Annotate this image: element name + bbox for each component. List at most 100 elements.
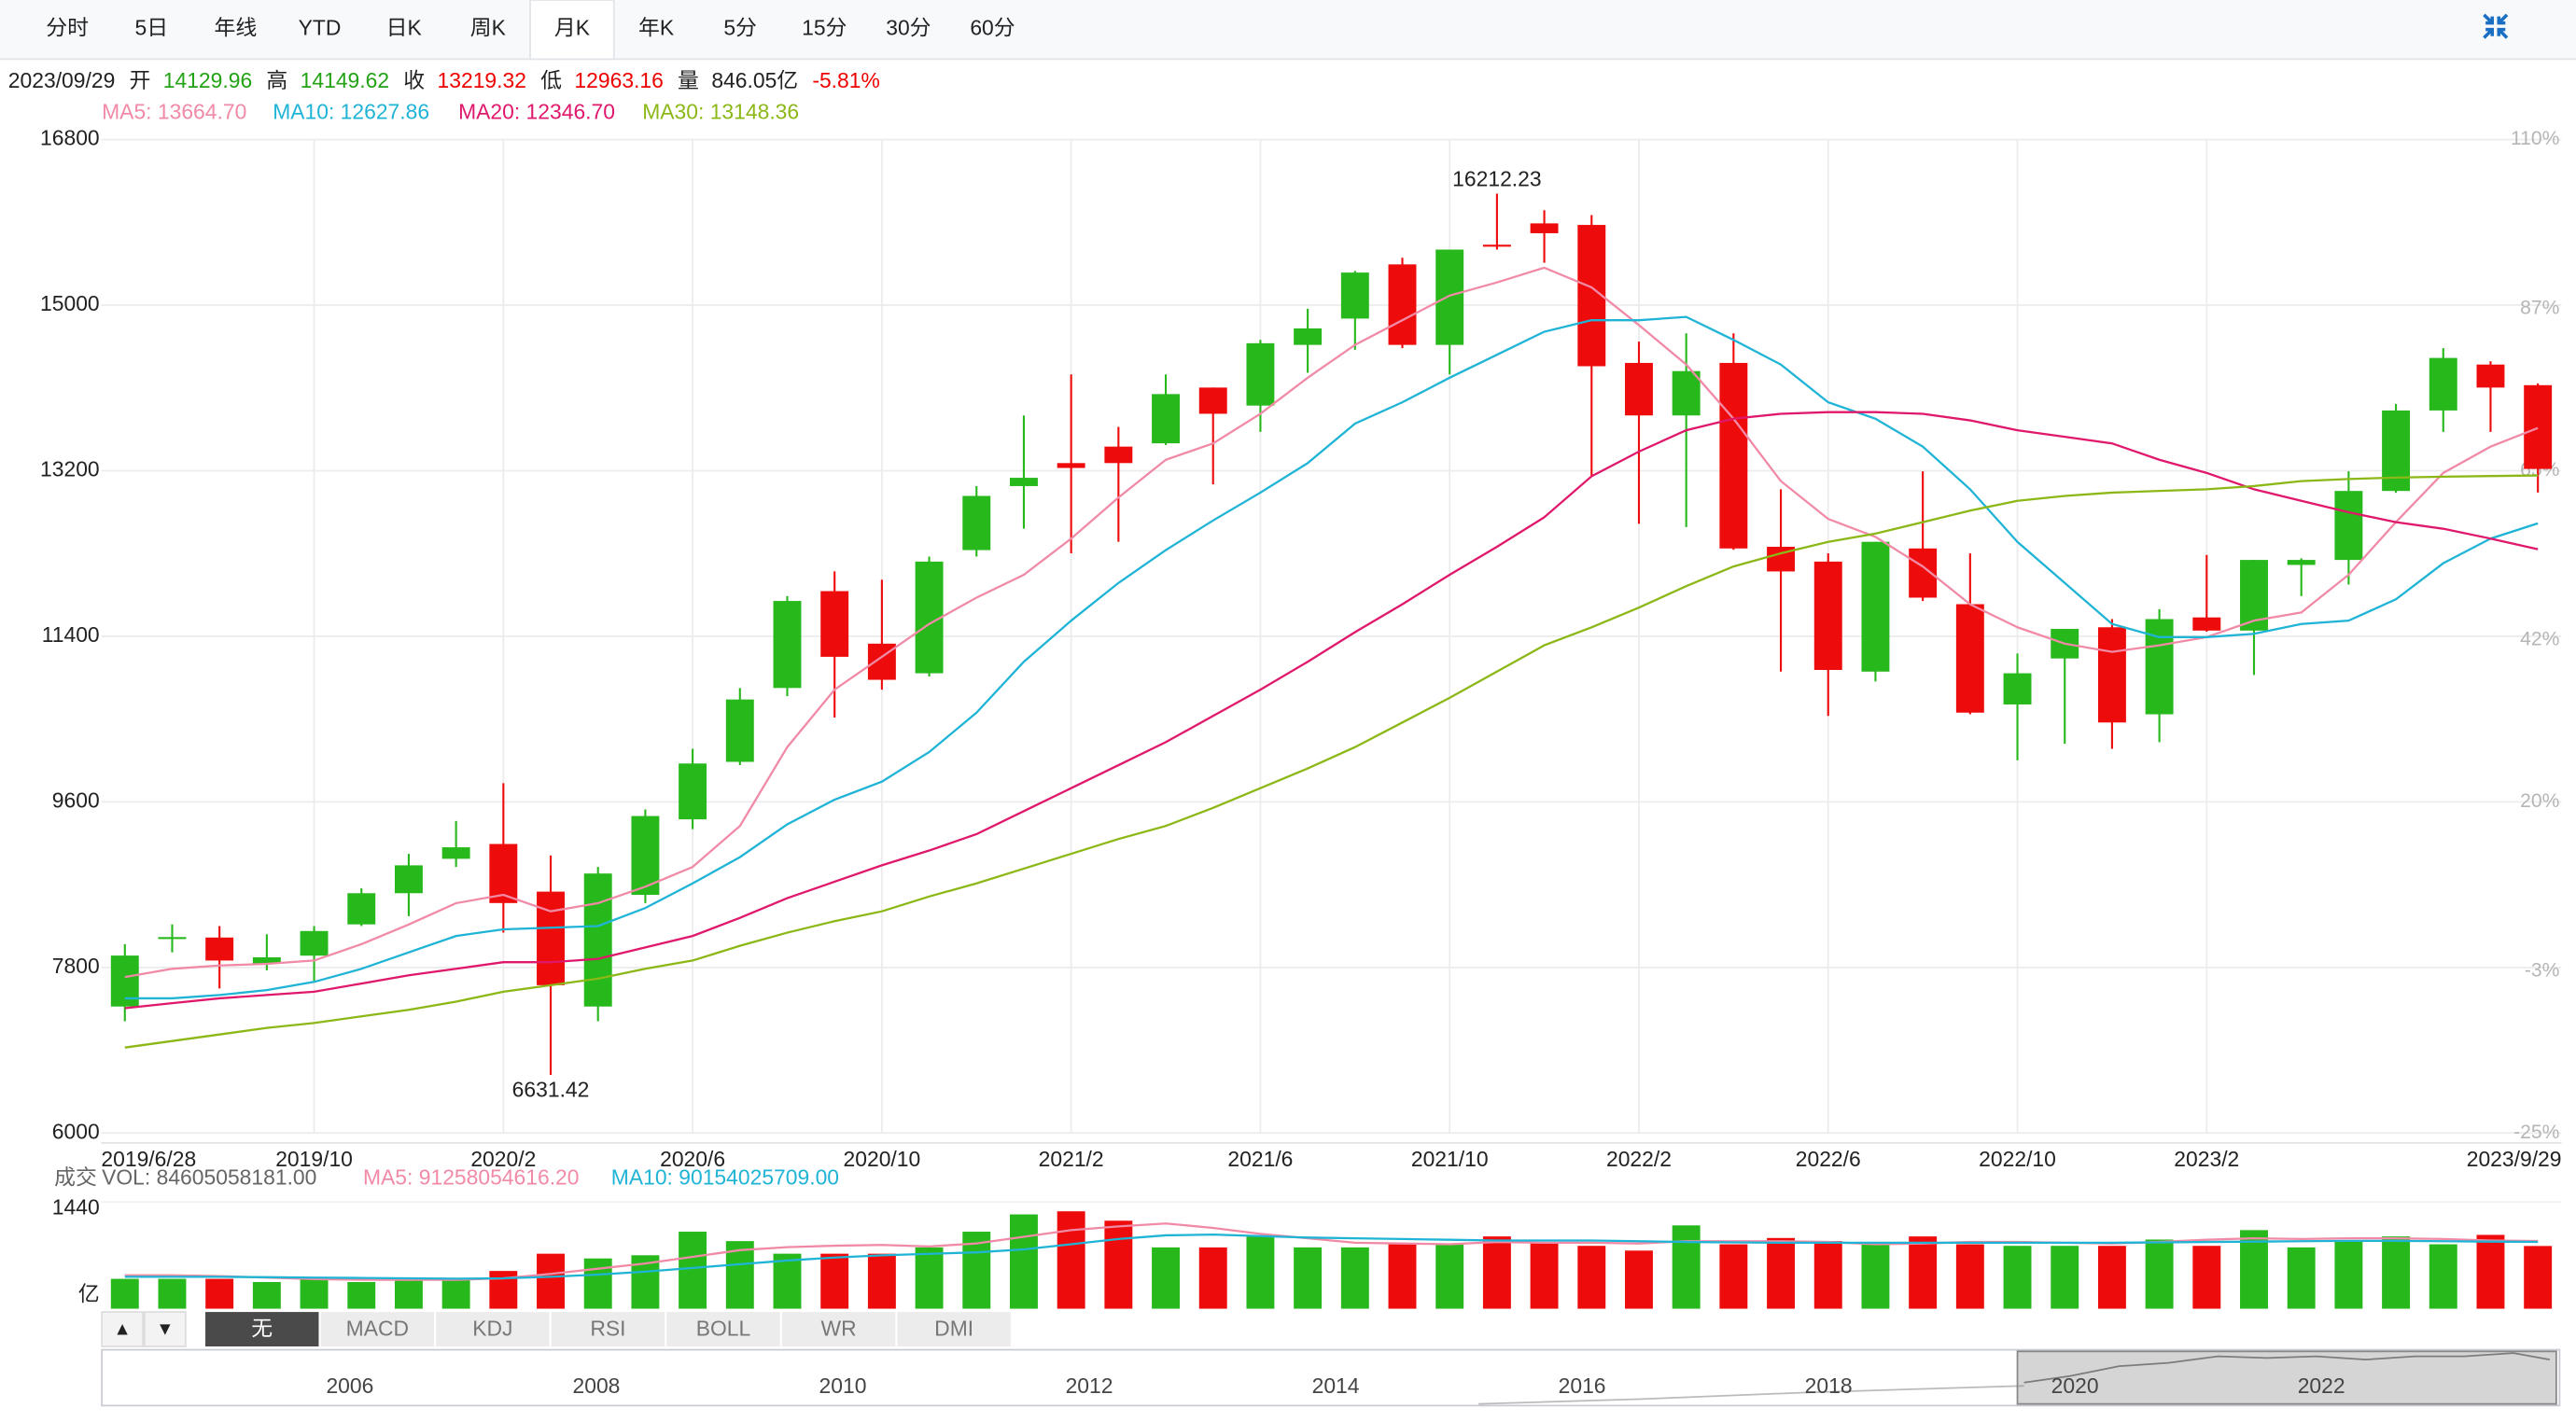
indicator-tab-bg[interactable] [436,1312,550,1347]
candle-body [583,873,612,1007]
indicator-tab-bg[interactable] [205,1312,319,1347]
candle-body [2334,491,2363,561]
navigator-year: 2020 [2051,1373,2099,1398]
ma-line [124,474,2539,1049]
info-label: 开 [129,68,150,92]
indicator-tab: WR [821,1316,857,1340]
info-label: 低 [540,68,562,92]
volume-bar [820,1253,849,1309]
x-tick-label: 2019/6/28 [101,1147,196,1171]
candle-body [1057,463,1085,468]
info-date: 2023/09/29 [8,68,116,92]
y2-tick-label: -25% [2513,1122,2560,1143]
volume-bar [1482,1236,1511,1309]
toolbar-tab[interactable]: 60分 [970,16,1015,40]
navigator-year: 2022 [2298,1373,2345,1398]
candle-body [300,930,329,956]
arrow-button[interactable] [144,1311,187,1347]
toolbar-tab[interactable]: 分时 [46,16,89,40]
navigator-year: 2014 [1312,1373,1360,1398]
indicator-tab-bg[interactable] [781,1312,896,1347]
candle-body [1340,272,1369,319]
y2-tick-label: -3% [2525,959,2560,981]
min-annotation: 6631.42 [512,1078,590,1102]
info-close: 13219.32 [438,68,526,92]
arrow-label: ▲ [114,1319,132,1340]
toolbar-tab[interactable]: 30分 [886,16,931,40]
volume-bar [2524,1246,2553,1309]
volume-bar [1672,1225,1701,1309]
indicator-tab: 无 [251,1316,273,1340]
volume-bar [773,1253,802,1309]
y-tick-label: 9600 [52,788,100,812]
candle-body [394,865,423,894]
volume-bar [2429,1244,2457,1309]
navigator-window[interactable] [2016,1350,2557,1405]
candle-body [725,699,754,762]
indicator-tab: MACD [346,1316,409,1340]
x-tick-label: 2019/10 [275,1147,353,1171]
candle-body [441,847,470,859]
toolbar-tab[interactable]: 年K [638,16,674,40]
navigator-year: 2008 [573,1373,621,1398]
info-line: 2023/09/29 开 14129.96 高 14149.62 收 13219… [8,68,880,92]
x-tick-label: 2023/2 [2174,1147,2239,1171]
candle-body [2003,673,2032,704]
toolbar-tab[interactable]: 5分 [723,16,757,40]
candle-body [158,937,187,940]
indicator-tab-bg[interactable] [666,1312,780,1347]
candle-body [820,591,849,657]
volume-bar [441,1278,470,1309]
y-tick-label: 13200 [40,457,100,481]
volume-bar [347,1281,376,1309]
toolbar-tab[interactable]: 年线 [215,16,258,40]
candle-body [2287,560,2316,565]
toolbar-tab[interactable]: 月K [554,16,590,40]
volume-bar [2145,1239,2174,1309]
volume-bar [867,1253,896,1309]
volume-bar [2240,1230,2268,1309]
candle-body [2476,364,2505,388]
toolbar-tab[interactable]: YTD [299,16,342,40]
candle-body [1672,370,1701,416]
candle-body [1388,264,1417,345]
toolbar-tab[interactable]: 日K [386,16,422,40]
y2-tick-label: 110% [2511,128,2560,149]
tab-active-bg [529,0,615,61]
volume-bar [1009,1214,1038,1309]
volume-bar [2382,1236,2411,1309]
arrow-button[interactable] [101,1311,145,1347]
info-label: 量 [678,68,699,92]
fullscreen-icon[interactable] [2483,13,2509,39]
candle-body [679,763,707,820]
candle-body [1719,362,1748,549]
x-tick-label: 2020/10 [844,1147,921,1171]
candle-body [1435,249,1464,345]
indicator-tab-bg[interactable] [897,1312,1011,1347]
candle-body [1294,328,1323,345]
y-tick-label: 11400 [42,622,100,647]
y2-tick-label: 20% [2520,790,2559,812]
x-tick-label: 2021/2 [1039,1147,1104,1171]
candle-body [1955,604,1984,713]
volume-bar [1861,1244,1890,1309]
indicator-tab-bg[interactable] [320,1312,435,1347]
candle-body [537,891,565,985]
indicator-tab-bg[interactable] [551,1312,665,1347]
volume-bar [1577,1246,1606,1309]
volume-bar [1435,1244,1464,1309]
indicator-tab: DMI [934,1316,973,1340]
toolbar-tab[interactable]: 5日 [134,16,168,40]
volume-bar [1152,1247,1181,1309]
y-tick-label: 16800 [40,126,100,150]
toolbar-tab[interactable]: 周K [470,16,506,40]
toolbar-tab[interactable]: 15分 [802,16,847,40]
volume-bar [1719,1244,1748,1309]
navigator-sparkline [2023,1352,2550,1384]
info-high: 14149.62 [301,68,389,92]
volume-bar [537,1253,565,1309]
y-tick-label: 15000 [40,291,100,315]
volume-bar [915,1247,944,1309]
ma-legend: MA10: 12627.86 [273,99,429,123]
